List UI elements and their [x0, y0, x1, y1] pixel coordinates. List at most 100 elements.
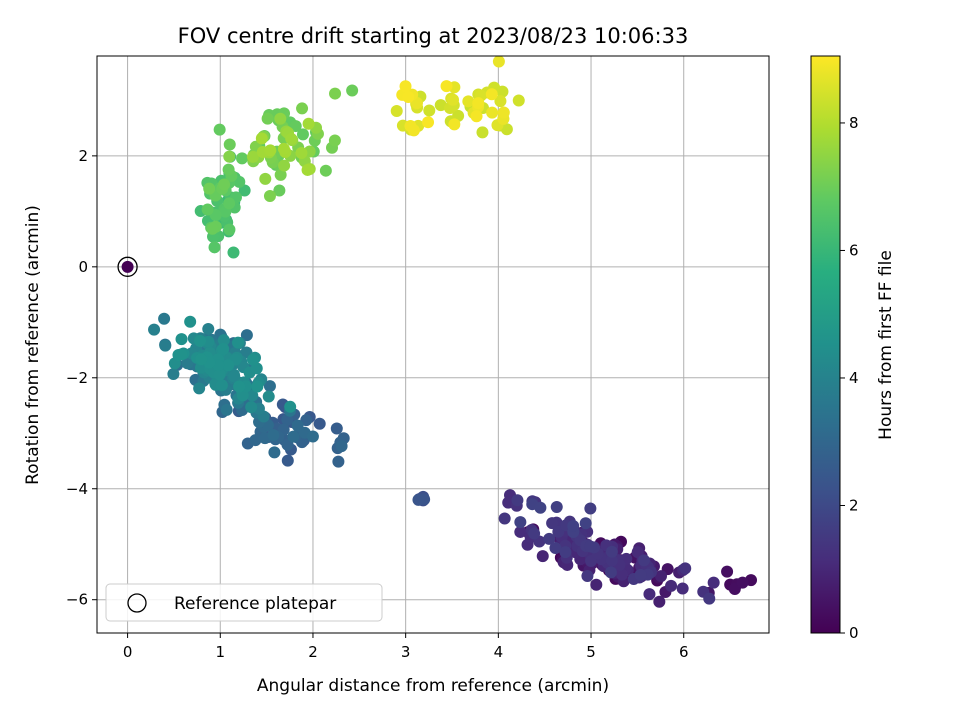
data-point [604, 566, 617, 579]
y-axis-ticks: −6 −4 −2 0 2 [66, 147, 97, 609]
data-point [512, 94, 525, 107]
data-point [262, 390, 275, 403]
data-point [486, 106, 499, 119]
x-tick-label: 4 [494, 643, 504, 661]
data-point [447, 93, 460, 106]
data-point [218, 178, 231, 191]
data-point [448, 118, 461, 131]
data-point [707, 576, 720, 589]
data-point [227, 246, 240, 259]
colorbar-tick-label: 6 [849, 241, 859, 259]
data-point [193, 382, 206, 395]
x-tick-label: 0 [123, 643, 133, 661]
data-point [534, 501, 547, 514]
data-point [302, 117, 315, 130]
data-point [213, 368, 226, 381]
data-point [246, 353, 259, 366]
legend-marker-open-circle [127, 593, 147, 613]
data-point [287, 430, 300, 443]
chart-title: FOV centre drift starting at 2023/08/23 … [178, 24, 689, 48]
data-point [637, 554, 650, 567]
data-point [470, 110, 483, 123]
data-point [175, 333, 188, 346]
data-point [497, 106, 510, 119]
data-point [274, 112, 287, 125]
reference-platepar-marker [117, 256, 138, 277]
data-point [631, 546, 644, 559]
data-point [296, 102, 309, 115]
data-point [148, 323, 161, 336]
data-points [148, 56, 758, 608]
data-point [202, 322, 215, 335]
data-point [223, 150, 236, 163]
data-point [261, 112, 274, 125]
data-point [301, 163, 314, 176]
data-point [240, 329, 253, 342]
data-point [223, 197, 236, 210]
colorbar-tick-label: 2 [849, 496, 859, 514]
data-point [703, 592, 716, 605]
data-point [584, 540, 597, 553]
data-point [514, 516, 527, 529]
data-point [184, 315, 197, 328]
data-point [220, 403, 233, 416]
data-point [328, 134, 341, 147]
data-point [567, 519, 580, 532]
data-point [332, 455, 345, 468]
legend: Reference platepar [105, 583, 383, 622]
data-point [634, 568, 647, 581]
data-point [581, 569, 594, 582]
data-point [245, 401, 258, 414]
data-point [329, 87, 342, 100]
data-point [249, 434, 262, 447]
data-point [267, 429, 280, 442]
data-point [255, 132, 268, 145]
colorbar-tick-label: 8 [849, 114, 859, 132]
data-point [223, 138, 236, 151]
x-tick-label: 3 [401, 643, 411, 661]
y-tick-label: −6 [66, 591, 88, 609]
reference-marker [117, 256, 138, 277]
data-point [223, 223, 236, 236]
data-point [201, 203, 214, 216]
data-point [319, 164, 332, 177]
data-point [679, 562, 692, 575]
data-point [511, 494, 524, 507]
data-point [159, 339, 172, 352]
data-point [194, 334, 207, 347]
data-point [246, 150, 259, 163]
data-point [412, 493, 425, 506]
data-point [579, 517, 592, 530]
colorbar-ticks: 0 2 4 6 8 [840, 114, 859, 642]
data-point [590, 578, 603, 591]
data-point [206, 222, 219, 235]
data-point [222, 163, 235, 176]
data-point [462, 95, 475, 108]
x-tick-label: 1 [216, 643, 226, 661]
y-tick-label: 2 [78, 147, 88, 165]
data-point [289, 120, 302, 133]
data-point [476, 126, 489, 139]
data-point [402, 91, 415, 104]
y-tick-label: 0 [78, 258, 88, 276]
data-point [273, 184, 286, 197]
data-point [485, 88, 498, 101]
data-point [335, 440, 348, 453]
data-point [181, 357, 194, 370]
data-point [175, 348, 188, 361]
y-tick-label: −4 [66, 480, 88, 498]
data-point [665, 579, 678, 592]
colorbar-label: Hours from first FF file [876, 250, 896, 440]
data-point [346, 84, 359, 97]
data-point [263, 380, 276, 393]
data-point [605, 545, 618, 558]
x-axis-label: Angular distance from reference (arcmin) [257, 676, 609, 696]
data-point [643, 588, 656, 601]
colorbar-tick-label: 4 [849, 369, 859, 387]
data-point [549, 541, 562, 554]
data-point [498, 512, 511, 525]
plot-frame [96, 55, 770, 634]
colorbar-gradient [810, 55, 841, 634]
data-point [536, 550, 549, 563]
data-point [251, 380, 264, 393]
